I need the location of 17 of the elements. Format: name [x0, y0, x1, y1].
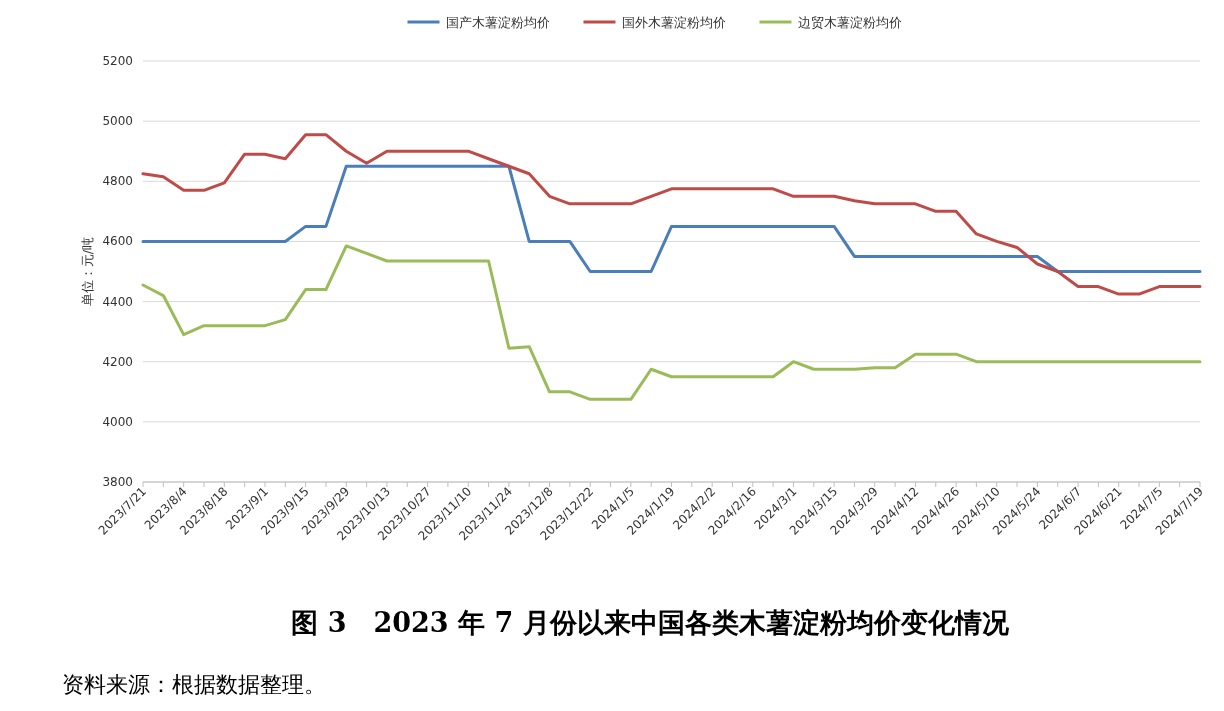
y-axis-title: 单位：元/吨: [80, 236, 95, 307]
y-tick-label: 4400: [102, 294, 133, 309]
legend-label: 国外木薯淀粉均价: [621, 15, 726, 30]
y-tick-label: 3800: [102, 475, 133, 489]
y-tick-label: 4600: [102, 234, 133, 249]
y-tick-label: 5200: [102, 54, 133, 68]
y-tick-label: 4800: [102, 174, 133, 189]
y-tick-label: 4200: [102, 354, 133, 369]
line-series: [141, 133, 1202, 296]
y-tick-label: 4000: [102, 414, 133, 429]
legend-label: 边贸木薯淀粉均价: [797, 15, 902, 30]
line-series: [141, 164, 1202, 273]
text: 图 3 2023 年 7 月份以来中国各类木薯淀粉均价变化情况: [291, 607, 1010, 638]
legend-label: 国产木薯淀粉均价: [445, 15, 550, 30]
text: 资料来源：根据数据整理。: [62, 672, 326, 697]
y-tick-label: 5000: [102, 114, 133, 129]
line-series: [141, 244, 1202, 401]
